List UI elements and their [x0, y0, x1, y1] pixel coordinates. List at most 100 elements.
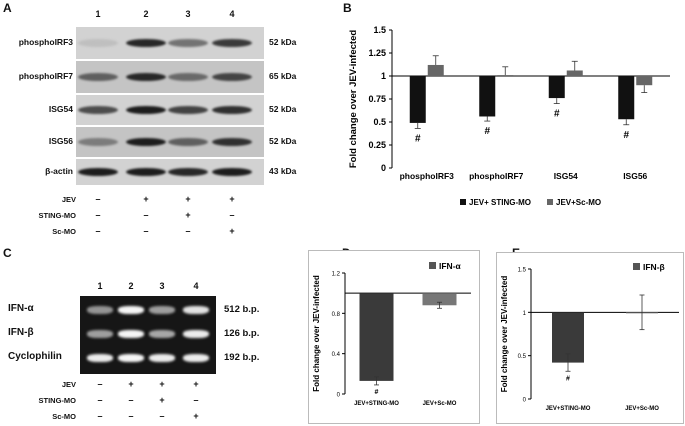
blot-band	[126, 138, 166, 146]
lane-number: 3	[185, 9, 191, 19]
condition-label: STING-MO	[38, 211, 77, 220]
y-tick-label: 0	[381, 163, 386, 173]
significance-mark: #	[375, 389, 379, 396]
blot-band	[126, 39, 166, 47]
y-tick-label: 0.25	[368, 140, 386, 150]
y-tick-label: 0	[523, 398, 527, 404]
blot-band	[212, 39, 252, 47]
condition-sign: –	[95, 210, 101, 220]
bp-label: 126 b.p.	[224, 328, 260, 339]
lane-number: 4	[193, 281, 199, 291]
condition-label: Sc-MO	[52, 227, 76, 236]
y-axis-label: Fold change over JEV-infected	[348, 30, 359, 169]
blot-band	[168, 73, 208, 81]
gel-band	[183, 330, 209, 338]
blot-label: ISG54	[48, 104, 73, 114]
chart-d: 0 0.4 0.8 1.2 Fold change over JEV-infected #…	[312, 261, 471, 407]
blot-band	[168, 138, 208, 146]
blot-band	[168, 106, 208, 114]
condition-sign: –	[159, 411, 165, 421]
blot-band	[212, 138, 252, 146]
legend-swatch	[460, 199, 466, 205]
condition-sign: +	[193, 379, 199, 389]
bar	[636, 76, 653, 86]
bp-label: 192 b.p.	[224, 352, 260, 363]
blot-strip	[76, 95, 264, 125]
x-tick-label: phosphoIRF7	[469, 171, 524, 181]
condition-label: STING-MO	[38, 396, 77, 405]
lane-number: 1	[97, 281, 103, 291]
x-tick-label: JEV+Sc-MO	[625, 406, 659, 412]
y-tick-label: 1.2	[332, 272, 341, 278]
gel-label: IFN-β	[8, 327, 34, 338]
legend-label: IFN-β	[643, 262, 665, 272]
blot-band	[168, 39, 208, 47]
kda-label: 65 kDa	[269, 71, 297, 81]
condition-sign: +	[143, 194, 149, 204]
bp-label: 512 b.p.	[224, 304, 260, 315]
x-tick-label: ISG54	[554, 171, 578, 181]
chart-e-frame	[496, 252, 684, 424]
gel-band	[149, 354, 175, 362]
condition-label: Sc-MO	[52, 412, 76, 421]
bar	[359, 293, 394, 381]
x-tick-label: phosphoIRF3	[400, 171, 455, 181]
blot-band	[168, 168, 208, 176]
significance-mark: #	[623, 130, 629, 141]
gel-label: IFN-α	[8, 303, 34, 314]
significance-mark: #	[566, 375, 570, 382]
condition-sign: +	[185, 210, 191, 220]
significance-mark: #	[554, 109, 560, 120]
legend-label: JEV+Sc-MO	[556, 198, 601, 207]
y-tick-label: 1	[381, 71, 386, 81]
gel-label: Cyclophilin	[8, 351, 62, 362]
condition-sign: +	[229, 194, 235, 204]
x-tick-label: ISG56	[623, 171, 647, 181]
bar	[566, 70, 583, 76]
chart-b: 0 0.25 0.5 0.75 1 1.25 1.5 Fold change over JEV…	[348, 25, 670, 207]
condition-sign: –	[97, 395, 103, 405]
condition-sign: +	[193, 411, 199, 421]
x-tick-label: JEV+STING-MO	[354, 401, 399, 407]
blot-label: phosphoIRF7	[18, 71, 73, 81]
panel-letter-c: C	[3, 246, 12, 260]
gel-band	[118, 330, 144, 338]
kda-label: 52 kDa	[269, 136, 297, 146]
kda-label: 52 kDa	[269, 37, 297, 47]
gel-band	[118, 354, 144, 362]
chart-e: 0 0.5 1 1.5 Fold change over JEV-infected # JE…	[500, 262, 679, 412]
bar	[409, 76, 426, 123]
gel-band	[87, 306, 113, 314]
condition-sign: +	[229, 226, 235, 236]
condition-sign: –	[97, 411, 103, 421]
bar	[497, 75, 514, 76]
y-axis-label: Fold change over JEV-infected	[500, 276, 509, 393]
kda-label: 52 kDa	[269, 104, 297, 114]
blot-label: β-actin	[45, 166, 73, 176]
y-tick-label: 1	[523, 311, 527, 317]
condition-sign: –	[143, 210, 149, 220]
condition-sign: –	[95, 194, 101, 204]
panel-letter-b: B	[343, 1, 352, 15]
significance-mark: #	[415, 133, 421, 144]
blot-band	[212, 168, 252, 176]
blot-band	[212, 73, 252, 81]
blot-band	[78, 73, 118, 81]
condition-sign: +	[159, 395, 165, 405]
y-tick-label: 0.4	[332, 352, 341, 358]
bar	[548, 76, 565, 99]
condition-label: JEV	[61, 195, 76, 204]
kda-label: 43 kDa	[269, 166, 297, 176]
blot-strip	[76, 127, 264, 157]
chart-d-frame	[308, 250, 480, 424]
x-tick-label: JEV+Sc-MO	[423, 401, 457, 407]
y-tick-label: 0.75	[368, 94, 386, 104]
legend-swatch	[633, 263, 640, 270]
gel-band	[87, 330, 113, 338]
gel-band	[149, 330, 175, 338]
blot-band	[126, 73, 166, 81]
blot-strip	[76, 159, 264, 185]
blot-band	[78, 39, 118, 47]
blot-label: phosphoIRF3	[18, 37, 73, 47]
blot-strip	[76, 61, 264, 93]
